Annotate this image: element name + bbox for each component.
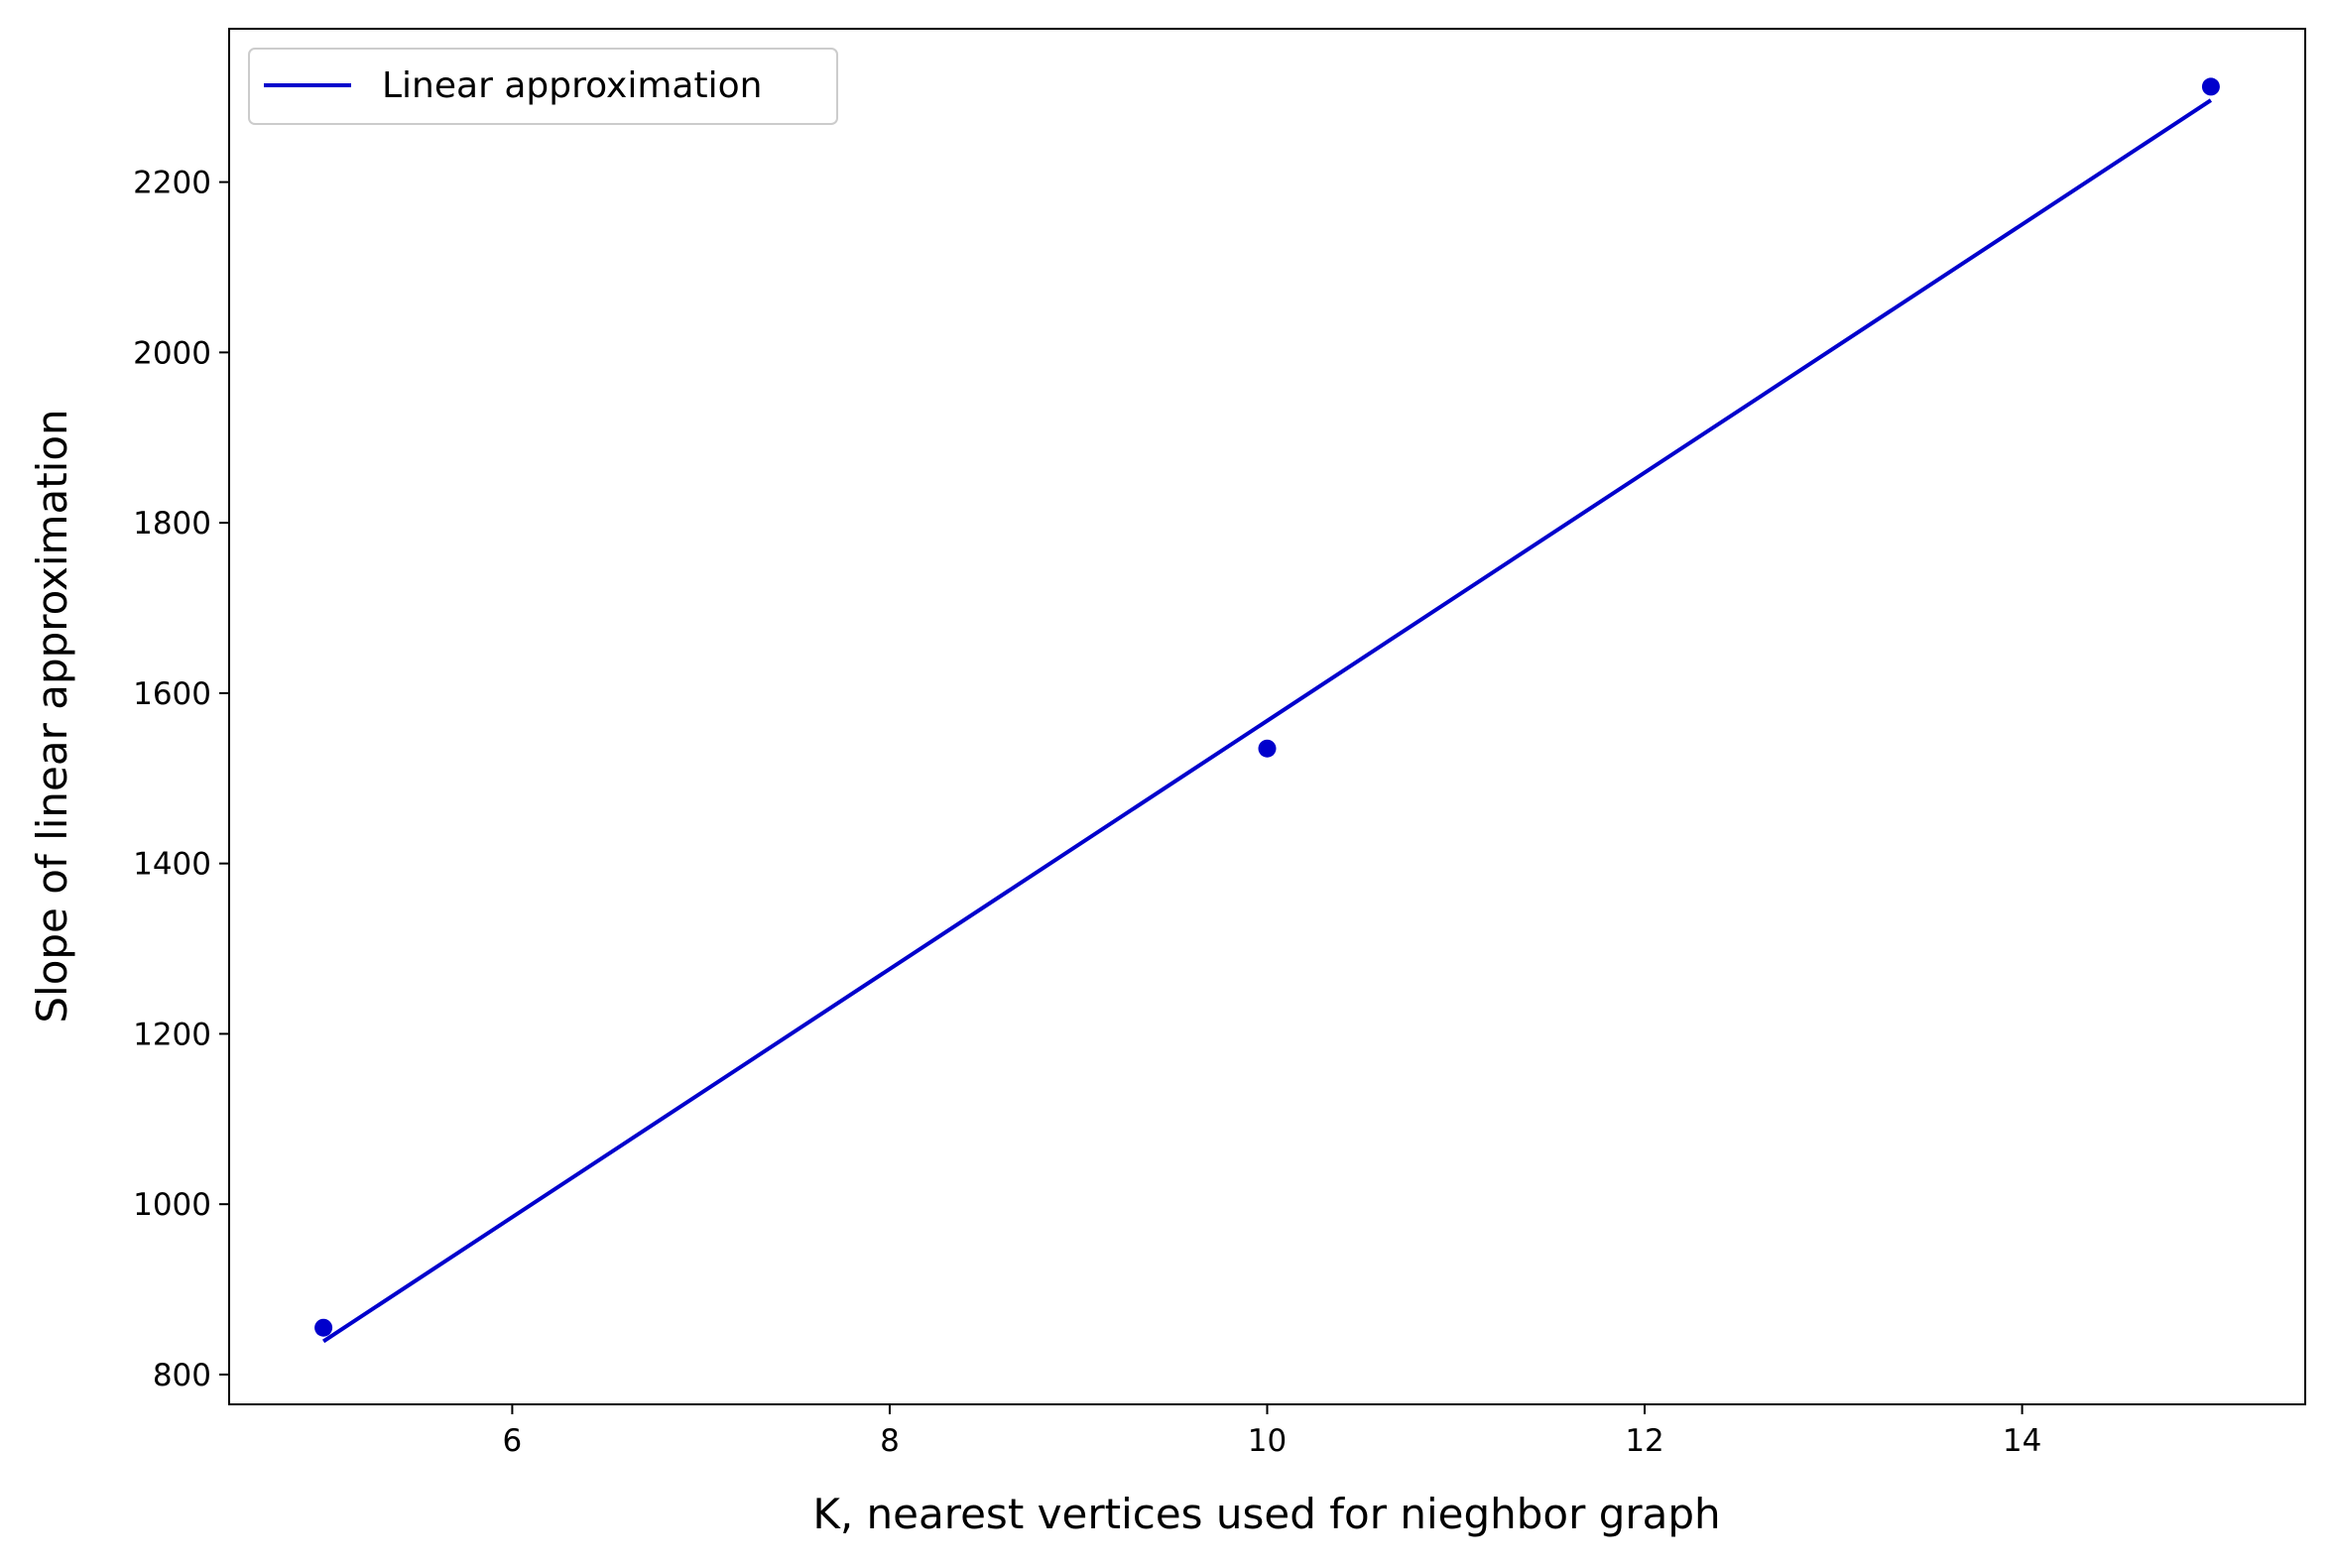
y-tick-label: 2000 <box>133 335 211 371</box>
marks-layer <box>314 77 2220 1344</box>
y-tick-label: 1400 <box>133 847 211 883</box>
data-point <box>314 1318 333 1337</box>
x-axis-label: K, nearest vertices used for nieghbor gr… <box>812 1490 1720 1538</box>
y-tick-label: 1800 <box>133 506 211 542</box>
y-tick-label: 1600 <box>133 676 211 712</box>
x-tick-label: 12 <box>1625 1423 1663 1459</box>
y-axis-label: Slope of linear approximation <box>28 409 76 1023</box>
legend-label: Linear approximation <box>382 65 762 106</box>
x-axis: 6 8 10 12 14 <box>503 1404 2041 1459</box>
y-axis: 800 1000 1200 1400 1600 1800 2000 2200 <box>133 166 229 1393</box>
x-tick-label: 6 <box>503 1423 523 1459</box>
data-point <box>2201 77 2220 96</box>
y-tick-label: 800 <box>153 1358 211 1393</box>
legend-box <box>248 48 838 125</box>
data-point <box>1258 739 1277 758</box>
series-line-0 <box>322 98 2212 1344</box>
x-tick-label: 8 <box>880 1423 900 1459</box>
legend: Linear approximation <box>248 48 838 125</box>
x-tick-label: 14 <box>2003 1423 2041 1459</box>
y-tick-label: 2200 <box>133 166 211 201</box>
x-tick-label: 10 <box>1248 1423 1287 1459</box>
y-tick-label: 1200 <box>133 1017 211 1052</box>
y-tick-label: 1000 <box>133 1187 211 1223</box>
